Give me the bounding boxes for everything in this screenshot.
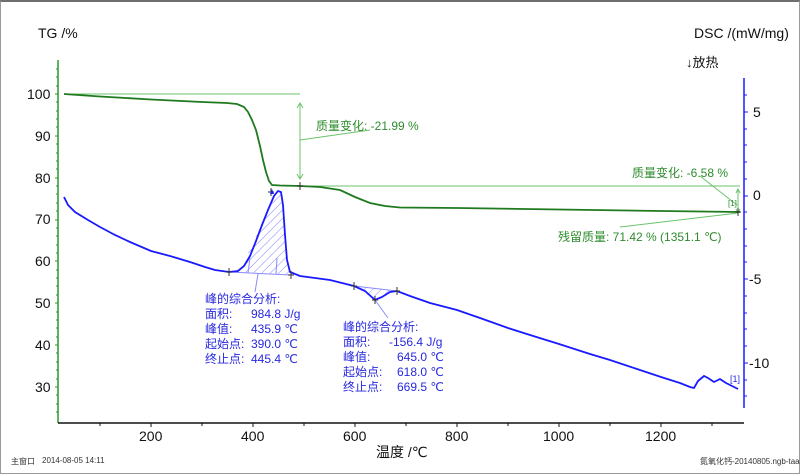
footer-datetime: 2014-08-05 14:11 xyxy=(42,456,105,465)
peak1-area-label: 面积: xyxy=(205,307,233,321)
x-tick-label: 400 xyxy=(241,428,265,444)
peak1-peak-label: 峰值: xyxy=(205,322,233,336)
left-tick-label: 80 xyxy=(35,170,51,186)
peak2-peak-value: 645.0 ℃ xyxy=(397,350,444,364)
peak1-onset-label: 起始点: xyxy=(205,337,245,351)
peak1-end-label: 终止点: xyxy=(205,352,245,366)
peak1-onset-value: 390.0 ℃ xyxy=(251,337,298,351)
peak2-analysis: 峰的综合分析: 面积: -156.4 J/g 峰值: 645.0 ℃ 起始点: 618… xyxy=(343,320,444,395)
tg-axis-minor-ticks xyxy=(55,68,58,413)
left-tick-label: 50 xyxy=(35,295,51,311)
peak1-peak-value: 435.9 ℃ xyxy=(251,322,298,336)
peak1-title: 峰的综合分析: xyxy=(205,292,281,306)
peak2-integrated-area xyxy=(354,286,397,300)
left-tick-label: 60 xyxy=(35,253,51,269)
left-tick-label: 70 xyxy=(35,211,51,227)
right-tick-label: -10 xyxy=(749,355,770,371)
peak2-area-label: 面积: xyxy=(343,335,371,349)
x-axis-title: 温度 /℃ xyxy=(376,444,428,460)
peak1-area-value: 984.8 J/g xyxy=(251,307,301,321)
x-axis-ticks xyxy=(99,423,713,427)
peak2-onset-label: 起始点: xyxy=(343,365,383,379)
tg-curve xyxy=(63,93,741,213)
left-tick-label: 100 xyxy=(27,86,51,102)
tg-residual-mass: 残留质量: 71.42 % (1351.1 ℃) xyxy=(558,230,722,244)
exotherm-direction-label: ↓放热 xyxy=(686,55,719,70)
right-tick-label: -5 xyxy=(749,271,762,287)
dsc-curve xyxy=(63,189,739,390)
tg-curve-marker: [1] xyxy=(728,199,737,208)
peak2-peak-label: 峰值: xyxy=(343,350,371,364)
dsc-curve-marker: [1] xyxy=(730,374,741,384)
peak2-end-label: 终止点: xyxy=(343,380,383,394)
left-tick-label: 40 xyxy=(35,337,51,353)
x-tick-label: 800 xyxy=(445,428,469,444)
x-tick-label: 1200 xyxy=(645,428,677,444)
peak1-analysis: 峰的综合分析: 面积: 984.8 J/g 峰值: 435.9 ℃ 起始点: 390.… xyxy=(205,292,300,367)
footer-window-label: 主窗口 xyxy=(11,457,35,466)
left-axis-title: TG /% xyxy=(38,25,78,41)
tg-step1-mass-change: 质量变化: -21.99 % xyxy=(316,119,419,133)
tg-step2-mass-change: 质量变化: -6.58 % xyxy=(632,166,729,180)
peak2-title: 峰的综合分析: xyxy=(343,320,419,334)
right-tick-label: 0 xyxy=(753,187,761,203)
peak2-onset-value: 618.0 ℃ xyxy=(397,365,444,379)
peak1-end-value: 445.4 ℃ xyxy=(251,352,298,366)
dsc-axis-ticks xyxy=(744,94,748,397)
x-tick-label: 600 xyxy=(343,428,367,444)
left-tick-label: 30 xyxy=(35,379,51,395)
peak1-max-marker xyxy=(270,189,274,194)
peak2-area-value: -156.4 J/g xyxy=(389,335,443,349)
x-tick-label: 1000 xyxy=(543,428,575,444)
right-tick-label: 5 xyxy=(753,104,761,120)
left-tick-label: 90 xyxy=(35,128,51,144)
peak-baselines xyxy=(228,257,398,319)
footer-filename: 氮氧化钙-20140805.ngb-taa xyxy=(700,457,800,466)
peak2-end-value: 669.5 ℃ xyxy=(397,380,444,394)
right-axis-title: DSC /(mW/mg) xyxy=(694,25,789,41)
x-tick-label: 200 xyxy=(139,428,163,444)
